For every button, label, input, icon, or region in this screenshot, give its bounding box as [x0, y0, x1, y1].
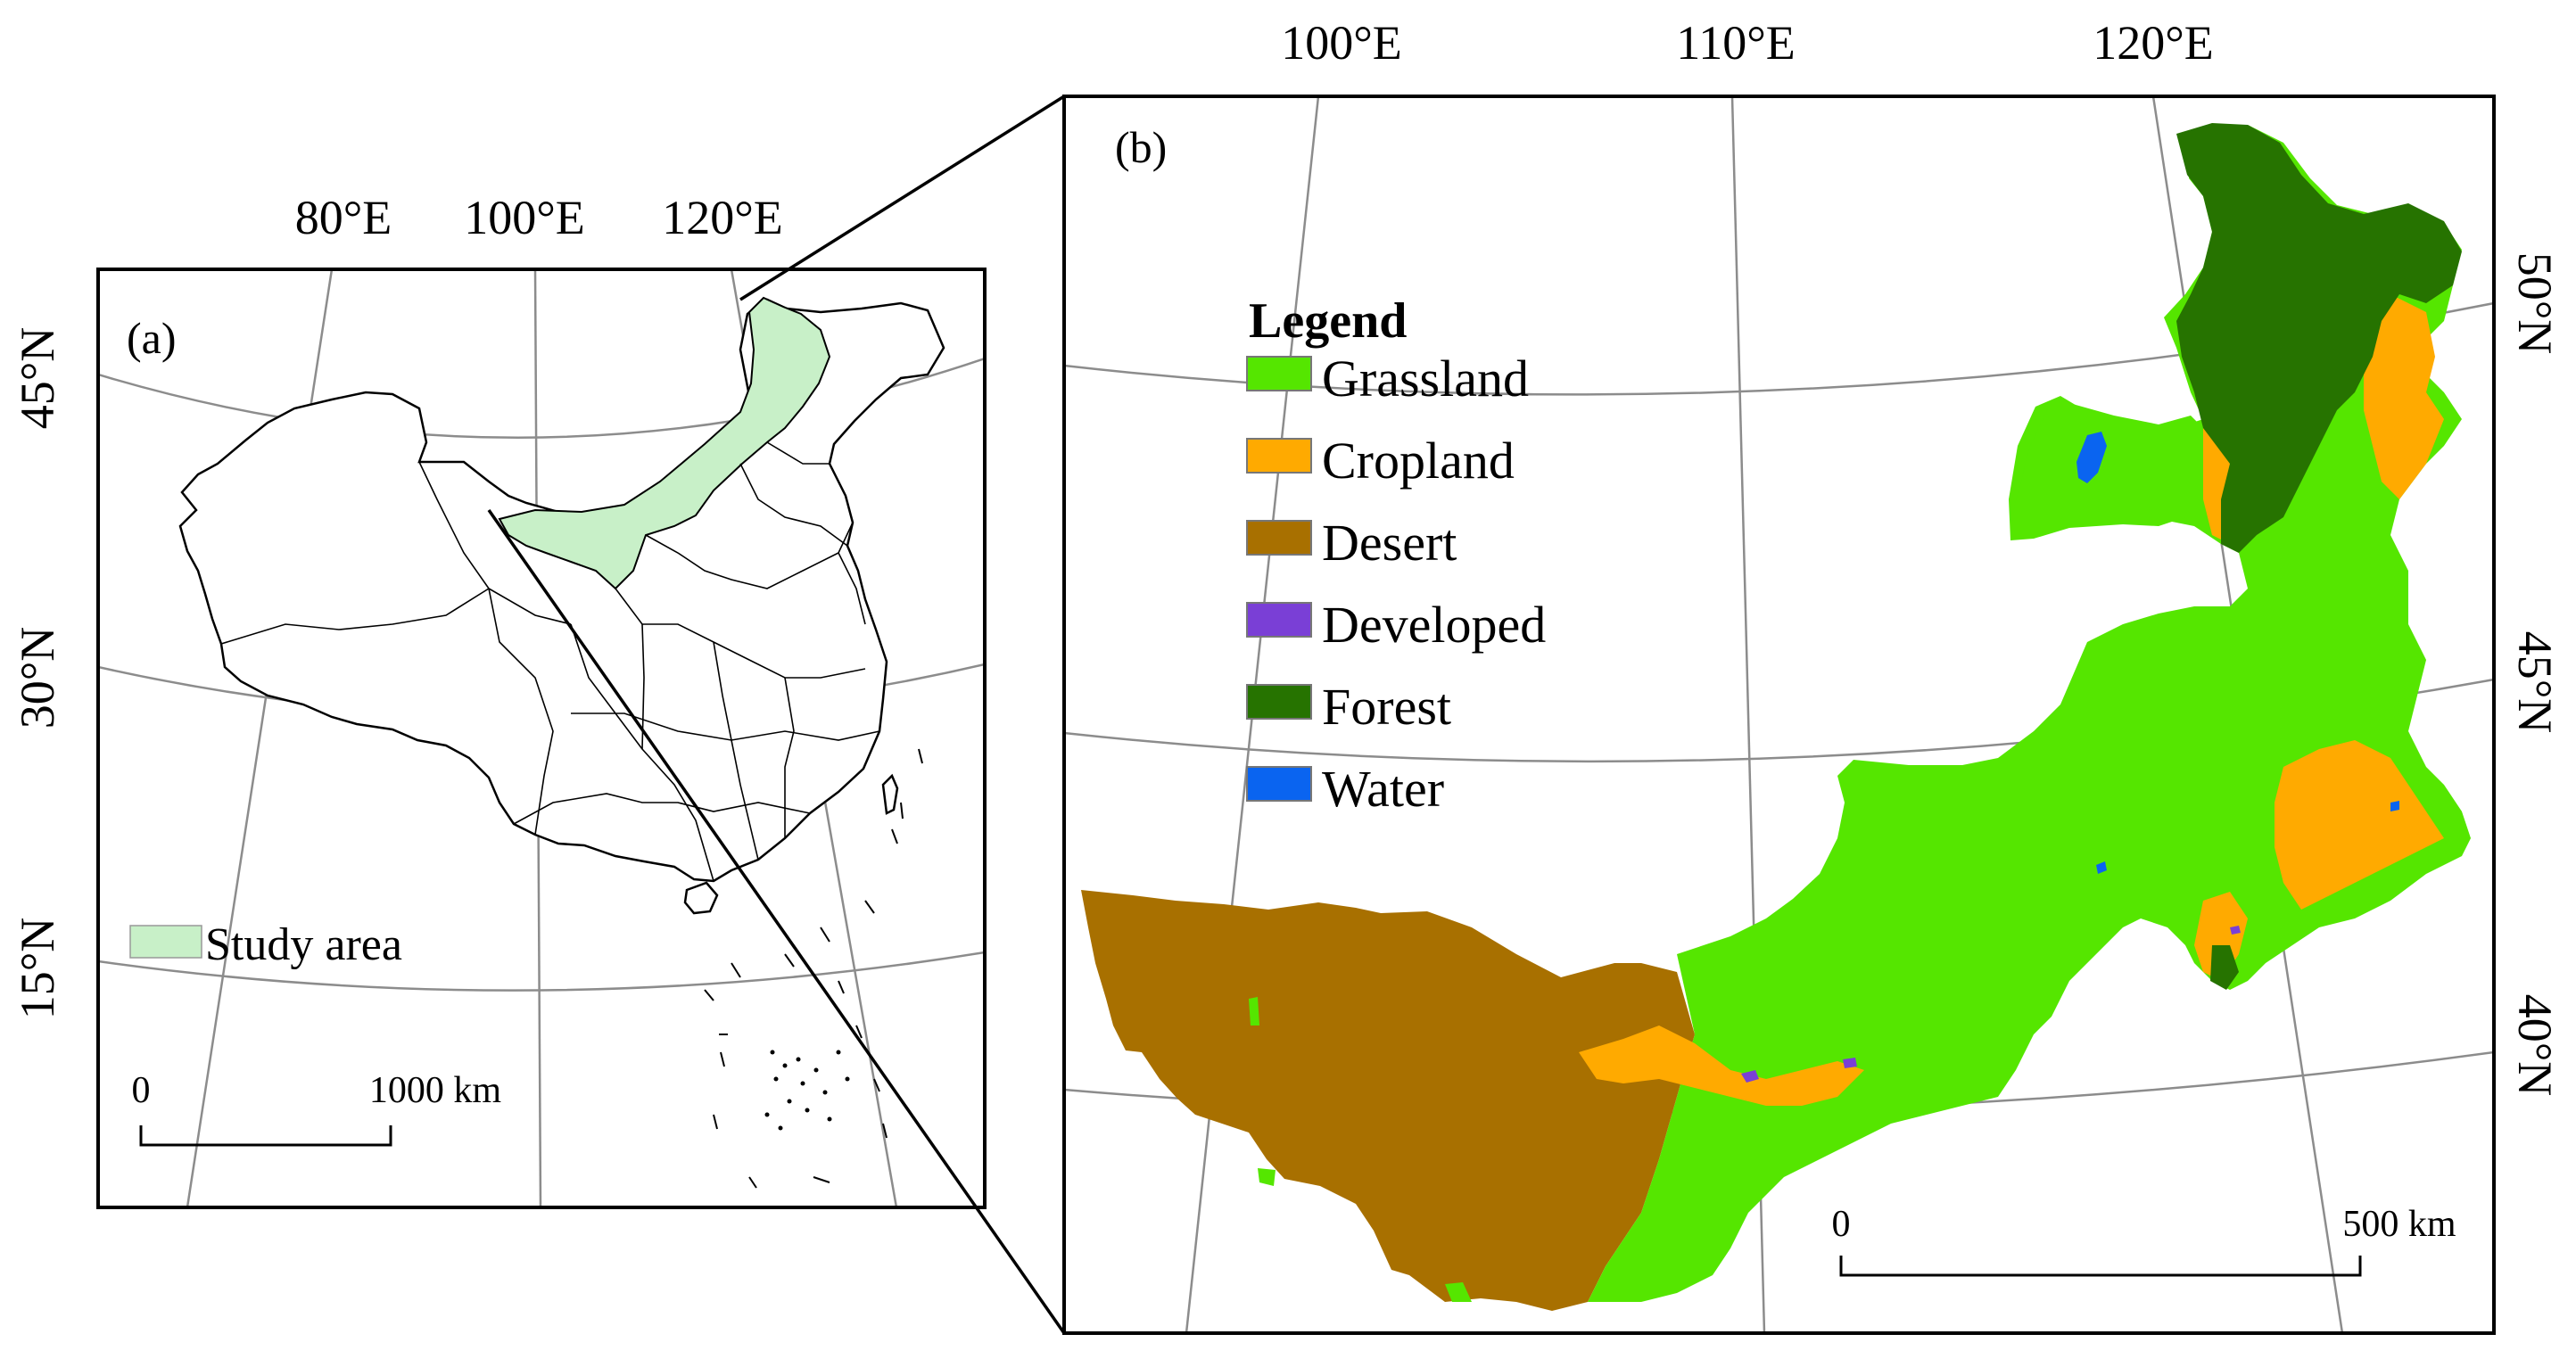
panel-a-scale-bar: 0 1000 km	[132, 1070, 502, 1147]
panel-a-lat-label-15: 15°N	[11, 918, 64, 1020]
legend-label-grassland: Grassland	[1322, 350, 1529, 408]
panel-a: 80°E 100°E 120°E 45°N 30°N 15°N	[11, 191, 987, 1209]
legend-item-desert: Desert	[1246, 514, 1457, 572]
study-area-region	[498, 296, 831, 590]
panel-b-scale-start: 0	[1832, 1204, 1851, 1245]
water-small-1	[2096, 861, 2107, 874]
legend-item-developed: Developed	[1246, 596, 1546, 654]
legend-item-cropland: Cropland	[1246, 432, 1515, 490]
zoom-connector-lines	[487, 95, 1066, 1335]
panel-b: 100°E 110°E 120°E 50°N 45°N 40°N	[1062, 16, 2562, 1335]
cropland-northeast	[2364, 294, 2444, 499]
desert-grass-specks	[1249, 997, 1472, 1302]
cropland-hetao	[1579, 1025, 1864, 1106]
panel-b-lat-label-50: 50°N	[2508, 252, 2562, 355]
water-small-2	[2390, 801, 2399, 811]
legend-title: Legend	[1249, 293, 1407, 349]
panel-b-label: (b)	[1115, 122, 1167, 172]
panel-a-scale-end: 1000 km	[369, 1070, 502, 1111]
panel-b-scale-end: 500 km	[2342, 1204, 2456, 1245]
panel-a-scale-start: 0	[132, 1070, 151, 1111]
legend-label-forest: Forest	[1322, 678, 1451, 736]
legend-label-developed: Developed	[1322, 596, 1546, 654]
developed-patch-2	[1843, 1058, 1857, 1068]
panel-b-lon-label-110: 110°E	[1676, 16, 1796, 70]
study-area-legend-label: Study area	[205, 919, 402, 970]
panel-a-lat-label-45: 45°N	[11, 327, 64, 430]
water-hulun-lake	[2076, 432, 2107, 483]
land-cover-map	[1081, 123, 2471, 1311]
legend-label-cropland: Cropland	[1322, 432, 1515, 490]
study-area-legend-swatch	[129, 925, 202, 959]
legend-item-forest: Forest	[1246, 678, 1451, 736]
legend-label-water: Water	[1322, 760, 1444, 818]
panel-b-lon-label-120: 120°E	[2093, 16, 2214, 70]
land-cover-legend: Legend Grassland Cropland Desert Developed F…	[1246, 293, 1546, 818]
panel-a-frame	[96, 268, 987, 1209]
panel-a-lat-label-30: 30°N	[11, 627, 64, 729]
developed-patch-1	[1741, 1070, 1759, 1083]
forest-south-patch	[2210, 945, 2239, 990]
province-boundaries	[220, 441, 880, 882]
south-sea-islands	[704, 748, 923, 1189]
panel-a-lon-label-120: 120°E	[662, 191, 783, 244]
forest-region	[2176, 123, 2462, 553]
panel-a-lon-label-80: 80°E	[295, 191, 392, 244]
legend-item-water: Water	[1246, 760, 1444, 818]
legend-label-desert: Desert	[1322, 514, 1457, 572]
grassland-northwest-patch	[2010, 403, 2203, 540]
legend-swatch-grassland	[1246, 356, 1312, 391]
legend-item-grassland: Grassland	[1246, 350, 1529, 408]
cropland-central-east	[2275, 740, 2444, 910]
legend-swatch-cropland	[1246, 438, 1312, 474]
panel-b-scale-bar: 0 500 km	[1832, 1204, 2456, 1277]
panel-b-lon-label-100: 100°E	[1281, 16, 1402, 70]
legend-swatch-forest	[1246, 684, 1312, 720]
developed-patch-3	[2230, 926, 2241, 935]
panel-a-label: (a)	[127, 313, 177, 363]
panel-b-lat-label-45: 45°N	[2508, 631, 2562, 734]
desert-region	[1081, 890, 1695, 1311]
legend-swatch-desert	[1246, 520, 1312, 556]
panel-b-lat-label-40: 40°N	[2508, 994, 2562, 1097]
legend-swatch-water	[1246, 766, 1312, 802]
south-sea-dots	[764, 1050, 850, 1131]
panel-b-frame	[1062, 95, 2496, 1335]
panel-a-lon-label-100: 100°E	[464, 191, 585, 244]
legend-swatch-developed	[1246, 602, 1312, 638]
